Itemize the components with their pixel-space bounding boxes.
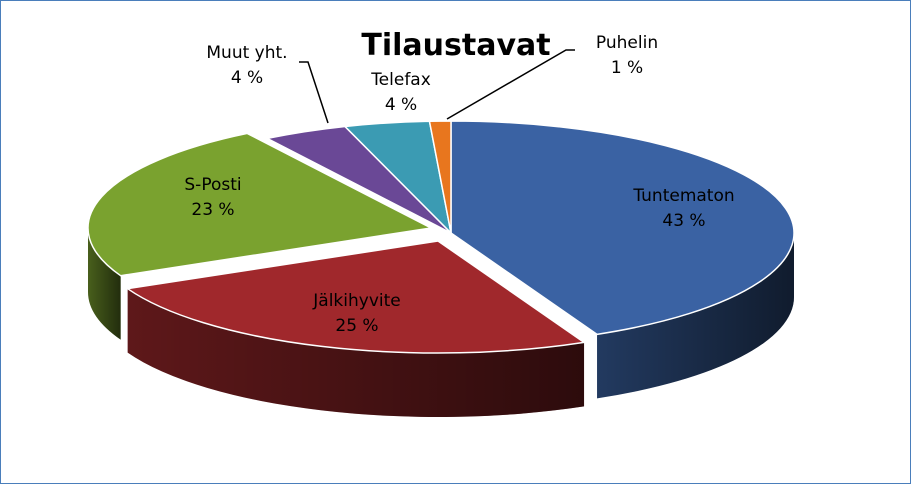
slice-jalkihyvite xyxy=(125,240,587,354)
slice-label-s-posti: S-Posti xyxy=(184,175,241,195)
leader-line-layer xyxy=(299,49,575,124)
slice-puhelin xyxy=(428,120,452,234)
leader-line-muut-yht xyxy=(299,61,329,124)
chart-title: Tilaustavat xyxy=(361,28,550,63)
slice-value-jalkihyvite: 25 % xyxy=(335,316,378,336)
slice-side-shade-s-posti xyxy=(88,228,121,340)
slice-label-tuntematon: Tuntematon xyxy=(632,186,734,206)
slice-label-muut-yht: Muut yht. xyxy=(206,43,287,63)
pie-side-layer xyxy=(88,228,795,418)
slice-tuntematon xyxy=(450,120,795,336)
slice-value-tuntematon: 43 % xyxy=(662,211,705,231)
leader-line-puhelin xyxy=(446,49,575,120)
slice-label-puhelin: Puhelin xyxy=(596,33,658,53)
slice-s-posti xyxy=(87,132,434,277)
slice-side-shade-jalkihyvite xyxy=(127,288,585,418)
pie-top-layer xyxy=(87,120,795,354)
slice-value-s-posti: 23 % xyxy=(191,200,234,220)
label-layer: Tuntematon 43 % Jälkihyvite 25 % S-Posti 23 %… xyxy=(184,33,734,336)
slice-side-shade-tuntematon xyxy=(597,233,795,399)
slice-value-telefax: 4 % xyxy=(385,95,417,115)
slice-value-muut-yht: 4 % xyxy=(231,68,263,88)
slice-label-jalkihyvite: Jälkihyvite xyxy=(312,291,400,311)
slice-label-telefax: Telefax xyxy=(370,70,431,90)
slice-value-puhelin: 1 % xyxy=(611,58,643,78)
